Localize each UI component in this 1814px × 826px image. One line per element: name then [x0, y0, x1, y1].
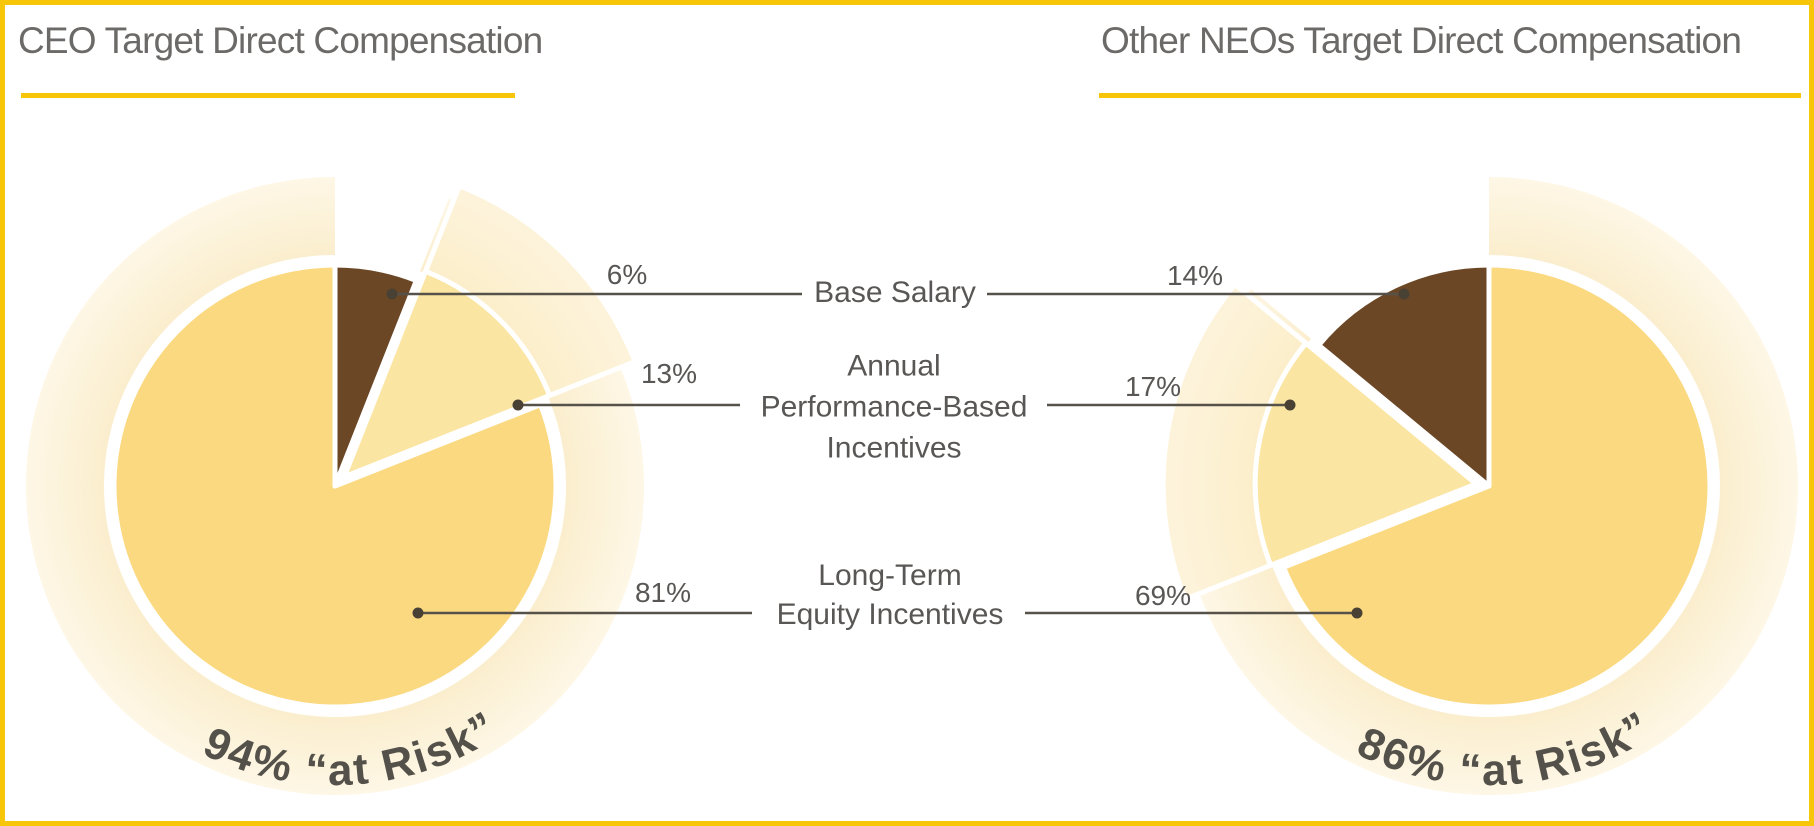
ceo-base-salary-value: 6%: [606, 259, 648, 290]
label-line: Long-Term: [818, 559, 962, 592]
neos-title-underline: [1099, 93, 1801, 98]
neos-base-salary-value: 14%: [1166, 260, 1224, 291]
label-line: Performance-Based: [760, 390, 1028, 424]
long-term-equity-incentives-label: Long-Term Equity Incentives: [777, 556, 1004, 634]
ceo-slice-annual-performance-based-incentives: [341, 268, 553, 480]
leader-dot-neos-long-term-equity: [1351, 607, 1363, 619]
annual-performance-based-incentives-label: Annual Performance-Based Incentives: [761, 346, 1028, 469]
leader-dot-neos-base-salary: [1398, 288, 1410, 300]
label-line: Annual: [847, 349, 941, 383]
ceo-title-underline: [21, 93, 515, 98]
base-salary-label: Base Salary: [814, 276, 976, 310]
ceo-long-term-equity-value: 81%: [634, 577, 692, 608]
ceo-slice-base-salary: [332, 262, 419, 489]
neos-slice-annual-performance-based-incentives: [1252, 340, 1479, 568]
label-line: Equity Incentives: [776, 598, 1004, 631]
leader-dot-ceo-long-term-equity: [412, 607, 424, 619]
label-line: Incentives: [826, 431, 962, 465]
neos-long-term-equity-value: 69%: [1134, 580, 1192, 611]
neos-slice-base-salary: [1316, 262, 1492, 489]
leader-dot-neos-annual-incentives: [1284, 399, 1296, 411]
pie-charts-canvas: 94% “at Risk” 86% “at Risk”: [26, 177, 1799, 795]
ceo-chart-title: CEO Target Direct Compensation: [18, 20, 543, 61]
neos-annual-incentives-value: 17%: [1124, 371, 1182, 402]
neos-slice-long-term-equity-incentives: [1281, 262, 1713, 710]
label-line: Base Salary: [814, 276, 976, 309]
neos-chart-title: Other NEOs Target Direct Compensation: [1101, 20, 1742, 61]
leader-dot-ceo-base-salary: [386, 288, 398, 300]
ceo-annual-incentives-value: 13%: [640, 358, 698, 389]
leader-dot-ceo-annual-incentives: [512, 399, 524, 411]
